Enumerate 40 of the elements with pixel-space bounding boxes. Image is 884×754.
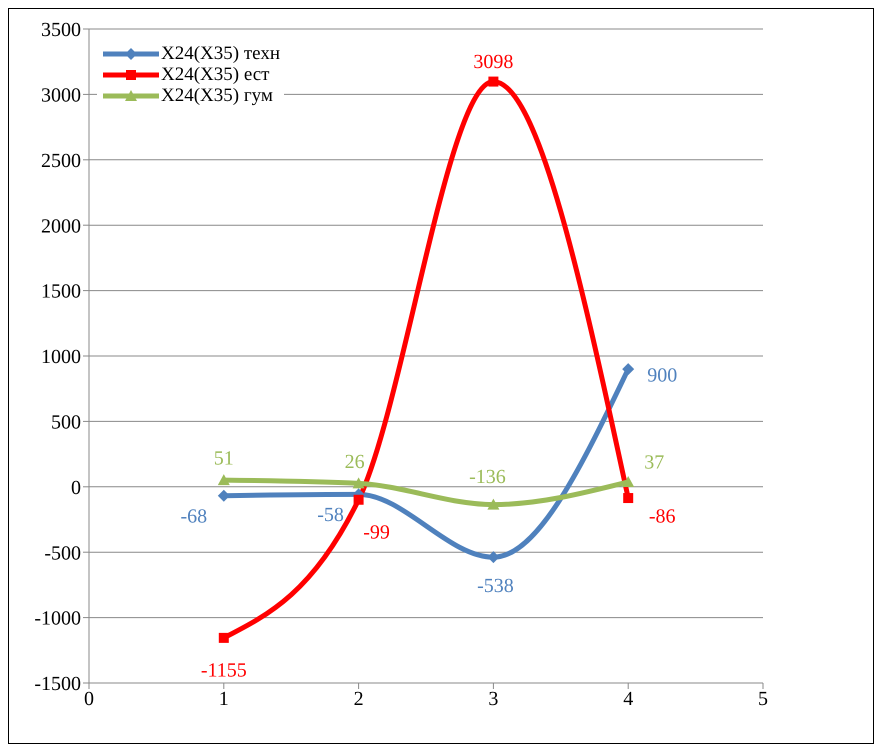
point (623, 493, 634, 504)
point (487, 498, 500, 510)
data-label: 900 (647, 364, 678, 387)
data-label: 51 (214, 448, 234, 470)
data-label: -68 (180, 505, 208, 528)
data-label: -58 (317, 504, 344, 526)
point (218, 632, 229, 643)
y-tick-label: 1500 (41, 280, 81, 303)
point (352, 477, 365, 488)
legend-label: X24(X35) ест (161, 64, 270, 85)
point (488, 76, 498, 87)
y-tick-label: -500 (44, 542, 81, 564)
x-tick-label: 3 (488, 688, 498, 710)
point (354, 494, 364, 505)
x-tick-label: 2 (354, 688, 364, 710)
point (218, 474, 230, 486)
point (622, 476, 634, 487)
x-tick-label: 1 (218, 688, 229, 710)
data-label: 26 (344, 450, 365, 473)
data-label: 3098 (473, 51, 514, 74)
data-label: -99 (363, 521, 390, 544)
data-label: -136 (469, 466, 506, 488)
point (622, 363, 634, 376)
y-tick-label: 2000 (41, 215, 81, 238)
data-label: -86 (648, 506, 676, 528)
x-tick-label: 4 (623, 688, 634, 710)
legend-label: X24(X35) техн (161, 43, 280, 64)
data-label: 37 (644, 452, 664, 474)
x-tick-label: 5 (758, 688, 768, 710)
legend-label: X24(X35) гум (161, 85, 273, 106)
y-tick-label: 500 (51, 412, 81, 434)
y-tick-label: 1000 (41, 346, 81, 368)
y-tick-label: 0 (71, 476, 81, 499)
data-label: -1155 (200, 659, 247, 682)
y-tick-label: -1500 (34, 673, 81, 696)
y-tick-label: -1000 (34, 608, 81, 630)
y-tick-label: 2500 (41, 150, 81, 172)
data-label: -538 (477, 574, 514, 597)
y-tick-label: 3500 (41, 19, 81, 42)
y-tick-label: 3000 (41, 84, 81, 106)
